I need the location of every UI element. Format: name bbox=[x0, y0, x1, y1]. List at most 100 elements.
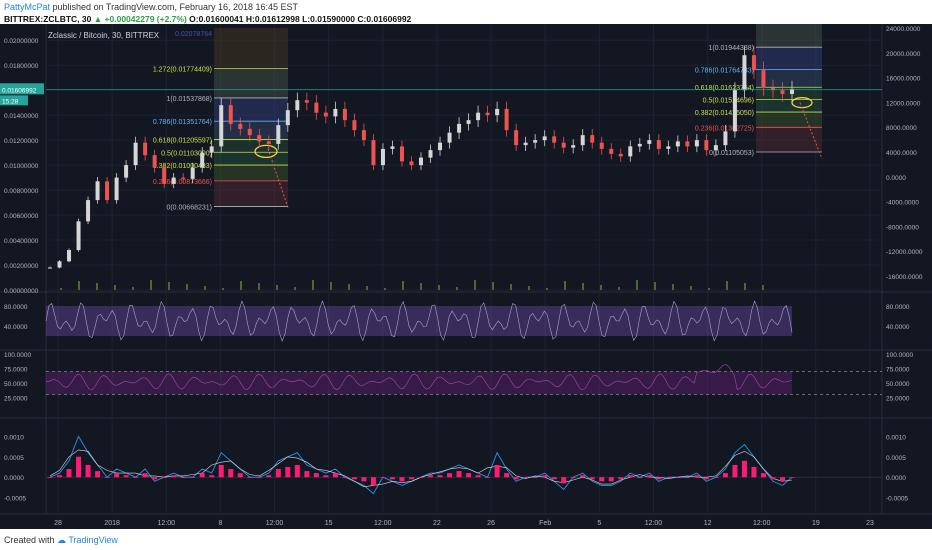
price-tick-label: 0.00600000 bbox=[4, 213, 39, 220]
price-candle bbox=[342, 108, 347, 121]
macd-histogram-bar bbox=[275, 469, 281, 478]
macd-histogram-bar bbox=[285, 467, 291, 478]
price-candle bbox=[285, 110, 290, 126]
macd-histogram-bar bbox=[66, 469, 72, 478]
price-tick-label: 0.00800000 bbox=[4, 188, 39, 195]
volume-bar bbox=[636, 280, 638, 290]
price-candle bbox=[67, 250, 72, 262]
publish-line: PattyMcPat published on TradingView.com,… bbox=[4, 2, 298, 12]
fib-label-right: 1(0.01944338) bbox=[708, 45, 754, 52]
macd-histogram-bar bbox=[266, 475, 272, 478]
macd-tick-label: 0.0010 bbox=[886, 434, 906, 441]
macd-histogram-bar bbox=[380, 477, 386, 479]
volume-bar bbox=[186, 284, 188, 290]
price-candle bbox=[200, 152, 205, 168]
macd-histogram-bar bbox=[589, 477, 595, 480]
macd-histogram-bar bbox=[770, 477, 776, 480]
tradingview-logo-icon: ☁ bbox=[57, 535, 67, 545]
macd-histogram-bar bbox=[370, 477, 376, 486]
rsi-line bbox=[45, 364, 793, 391]
price-tick-label: 0.00000000 bbox=[4, 288, 39, 295]
volume-bar bbox=[114, 285, 116, 290]
price-candle bbox=[647, 140, 652, 144]
macd-histogram-bar bbox=[513, 477, 519, 480]
fib-zone-right bbox=[756, 47, 822, 70]
macd-histogram-bar bbox=[76, 456, 82, 478]
macd-histogram-bar bbox=[114, 473, 120, 478]
tradingview-link[interactable]: TradingView bbox=[68, 535, 118, 545]
price-candle bbox=[390, 146, 395, 149]
volume-tick-label: -8000.0000 bbox=[886, 224, 919, 231]
macd-histogram-bar bbox=[551, 477, 557, 480]
volume-bar bbox=[348, 284, 350, 290]
macd-histogram-bar bbox=[741, 460, 747, 478]
price-candle bbox=[162, 167, 167, 184]
price-candle bbox=[447, 132, 452, 143]
target-ellipse bbox=[254, 144, 278, 159]
macd-histogram-bar bbox=[456, 471, 462, 478]
fib-zone-right bbox=[756, 112, 822, 128]
volume-bar bbox=[582, 283, 584, 290]
macd-histogram-bar bbox=[247, 477, 253, 479]
macd-histogram-bar bbox=[57, 475, 63, 478]
price-candle bbox=[399, 146, 404, 162]
chart-canvas[interactable]: 1.272(0.01774409) 1(0.01537868) 0.786(0.01… bbox=[0, 24, 932, 529]
macd-histogram-bar bbox=[218, 464, 224, 478]
macd-histogram-bar bbox=[389, 477, 395, 480]
price-tick-label: 0.01000000 bbox=[4, 163, 39, 170]
created-with-label: Created with bbox=[4, 535, 55, 545]
fib-label-left: 0.786(0.01351764) bbox=[153, 119, 212, 126]
macd-histogram-bar bbox=[485, 477, 491, 479]
price-candle bbox=[590, 135, 595, 143]
macd-histogram-bar bbox=[294, 464, 300, 478]
time-label: 15:28 bbox=[2, 98, 19, 105]
macd-histogram-bar bbox=[570, 477, 576, 479]
fib-label-left: 0.618(0.01205597) bbox=[153, 137, 212, 144]
macd-histogram-bar bbox=[732, 464, 738, 478]
macd-histogram-bar bbox=[399, 477, 405, 482]
volume-bar bbox=[708, 288, 710, 290]
price-candle bbox=[685, 141, 690, 147]
stoch-line bbox=[45, 300, 793, 342]
price-candle bbox=[295, 100, 300, 111]
publish-text: published on TradingView.com, February 1… bbox=[52, 2, 299, 12]
volume-bar bbox=[564, 281, 566, 290]
price-change: +0.00042279 (+2.7%) bbox=[104, 14, 187, 24]
price-candle bbox=[723, 131, 728, 146]
macd-histogram-bar bbox=[618, 477, 624, 480]
price-candle bbox=[770, 87, 775, 91]
price-candle bbox=[609, 148, 614, 154]
price-candle bbox=[57, 261, 62, 268]
fib-top-label-left: 0.02078764 bbox=[175, 31, 212, 38]
price-candle bbox=[514, 130, 519, 146]
macd-tick-label: 0.0005 bbox=[886, 455, 906, 462]
macd-histogram-bar bbox=[532, 477, 538, 479]
stoch-band bbox=[46, 306, 792, 336]
macd-histogram-bar bbox=[47, 477, 53, 479]
price-candle bbox=[181, 177, 186, 179]
price-candle bbox=[304, 100, 309, 103]
price-candle bbox=[485, 112, 490, 116]
volume-bar bbox=[132, 287, 134, 290]
price-candle bbox=[152, 155, 157, 168]
macd-histogram-bar bbox=[627, 475, 633, 478]
volume-bar bbox=[276, 285, 278, 290]
volume-bar bbox=[726, 281, 728, 290]
x-tick-label: 12:00 bbox=[266, 520, 284, 527]
macd-left-tick-label: 0.0005 bbox=[4, 455, 24, 462]
time-tag bbox=[0, 95, 28, 106]
fib-zone-left bbox=[214, 68, 288, 98]
rsi-band bbox=[46, 371, 792, 395]
macd-histogram-bar bbox=[408, 477, 414, 480]
macd-histogram-bar bbox=[180, 477, 186, 479]
price-candle bbox=[86, 200, 91, 222]
fib-zone-right bbox=[756, 99, 822, 113]
macd-histogram-bar bbox=[656, 477, 662, 480]
author-link[interactable]: PattyMcPat bbox=[4, 2, 51, 12]
price-candle bbox=[571, 145, 576, 148]
price-candle bbox=[238, 123, 243, 129]
price-tick-label: 0.01200000 bbox=[4, 138, 39, 145]
price-candle bbox=[114, 177, 119, 201]
volume-bar bbox=[600, 285, 602, 290]
price-candle bbox=[48, 267, 52, 269]
